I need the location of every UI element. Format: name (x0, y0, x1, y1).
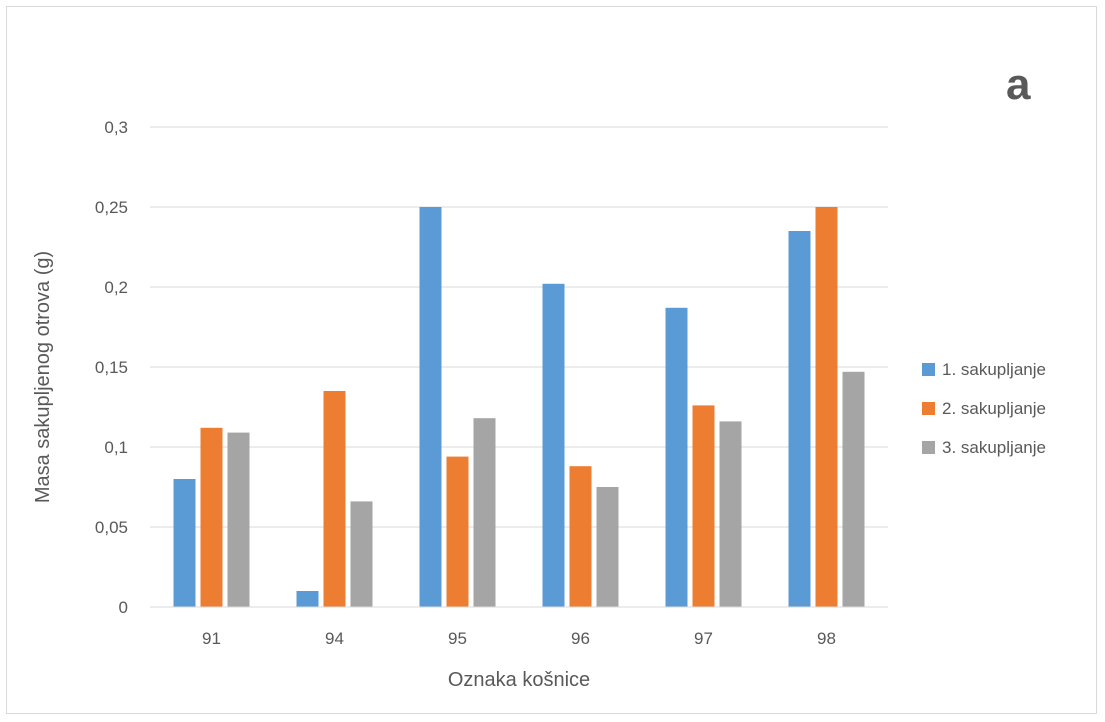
bar-95-series-2 (446, 456, 469, 607)
y-tick-label: 0 (119, 598, 128, 617)
y-axis-ticks: 0 0,05 0,1 0,15 0,2 0,25 0,3 (95, 118, 128, 617)
bar-94-series-3 (350, 501, 373, 607)
bar-95-series-3 (473, 418, 496, 607)
y-axis-title: Masa sakupljenog otrova (g) (32, 251, 54, 503)
legend: 1. sakupljanje 2. sakupljanje 3. sakupljan… (922, 360, 1046, 457)
x-axis-title: Oznaka košnice (448, 669, 590, 691)
legend-swatch (922, 363, 935, 376)
bar-98-series-2 (815, 207, 838, 607)
y-tick-label: 0,25 (95, 198, 128, 217)
x-tick-label: 98 (817, 629, 836, 648)
legend-label: 2. sakupljanje (942, 399, 1046, 418)
x-axis-ticks: 91 94 95 96 97 98 (202, 629, 836, 648)
x-tick-label: 96 (571, 629, 590, 648)
y-tick-label: 0,3 (104, 118, 128, 137)
legend-label: 3. sakupljanje (942, 438, 1046, 457)
legend-label: 1. sakupljanje (942, 360, 1046, 379)
x-tick-label: 95 (448, 629, 467, 648)
bar-98-series-3 (842, 371, 865, 607)
bar-94-series-1 (296, 591, 319, 607)
legend-swatch (922, 402, 935, 415)
bar-98-series-1 (788, 231, 811, 607)
bar-96-series-2 (569, 466, 592, 607)
y-tick-label: 0,1 (104, 438, 128, 457)
x-tick-label: 97 (694, 629, 713, 648)
bar-91-series-1 (173, 479, 196, 607)
bar-91-series-2 (200, 427, 223, 607)
x-tick-label: 91 (202, 629, 221, 648)
bar-91-series-3 (227, 432, 250, 607)
bars (173, 207, 865, 607)
bar-97-series-2 (692, 405, 715, 607)
y-tick-label: 0,2 (104, 278, 128, 297)
panel-letter: a (1006, 60, 1031, 109)
y-tick-label: 0,05 (95, 518, 128, 537)
bar-96-series-3 (596, 487, 619, 607)
bar-96-series-1 (542, 283, 565, 607)
bar-97-series-1 (665, 307, 688, 607)
y-tick-label: 0,15 (95, 358, 128, 377)
legend-swatch (922, 441, 935, 454)
gridlines (150, 126, 888, 528)
bar-97-series-3 (719, 421, 742, 607)
bar-95-series-1 (419, 207, 442, 607)
bar-94-series-2 (323, 391, 346, 607)
x-tick-label: 94 (325, 629, 344, 648)
